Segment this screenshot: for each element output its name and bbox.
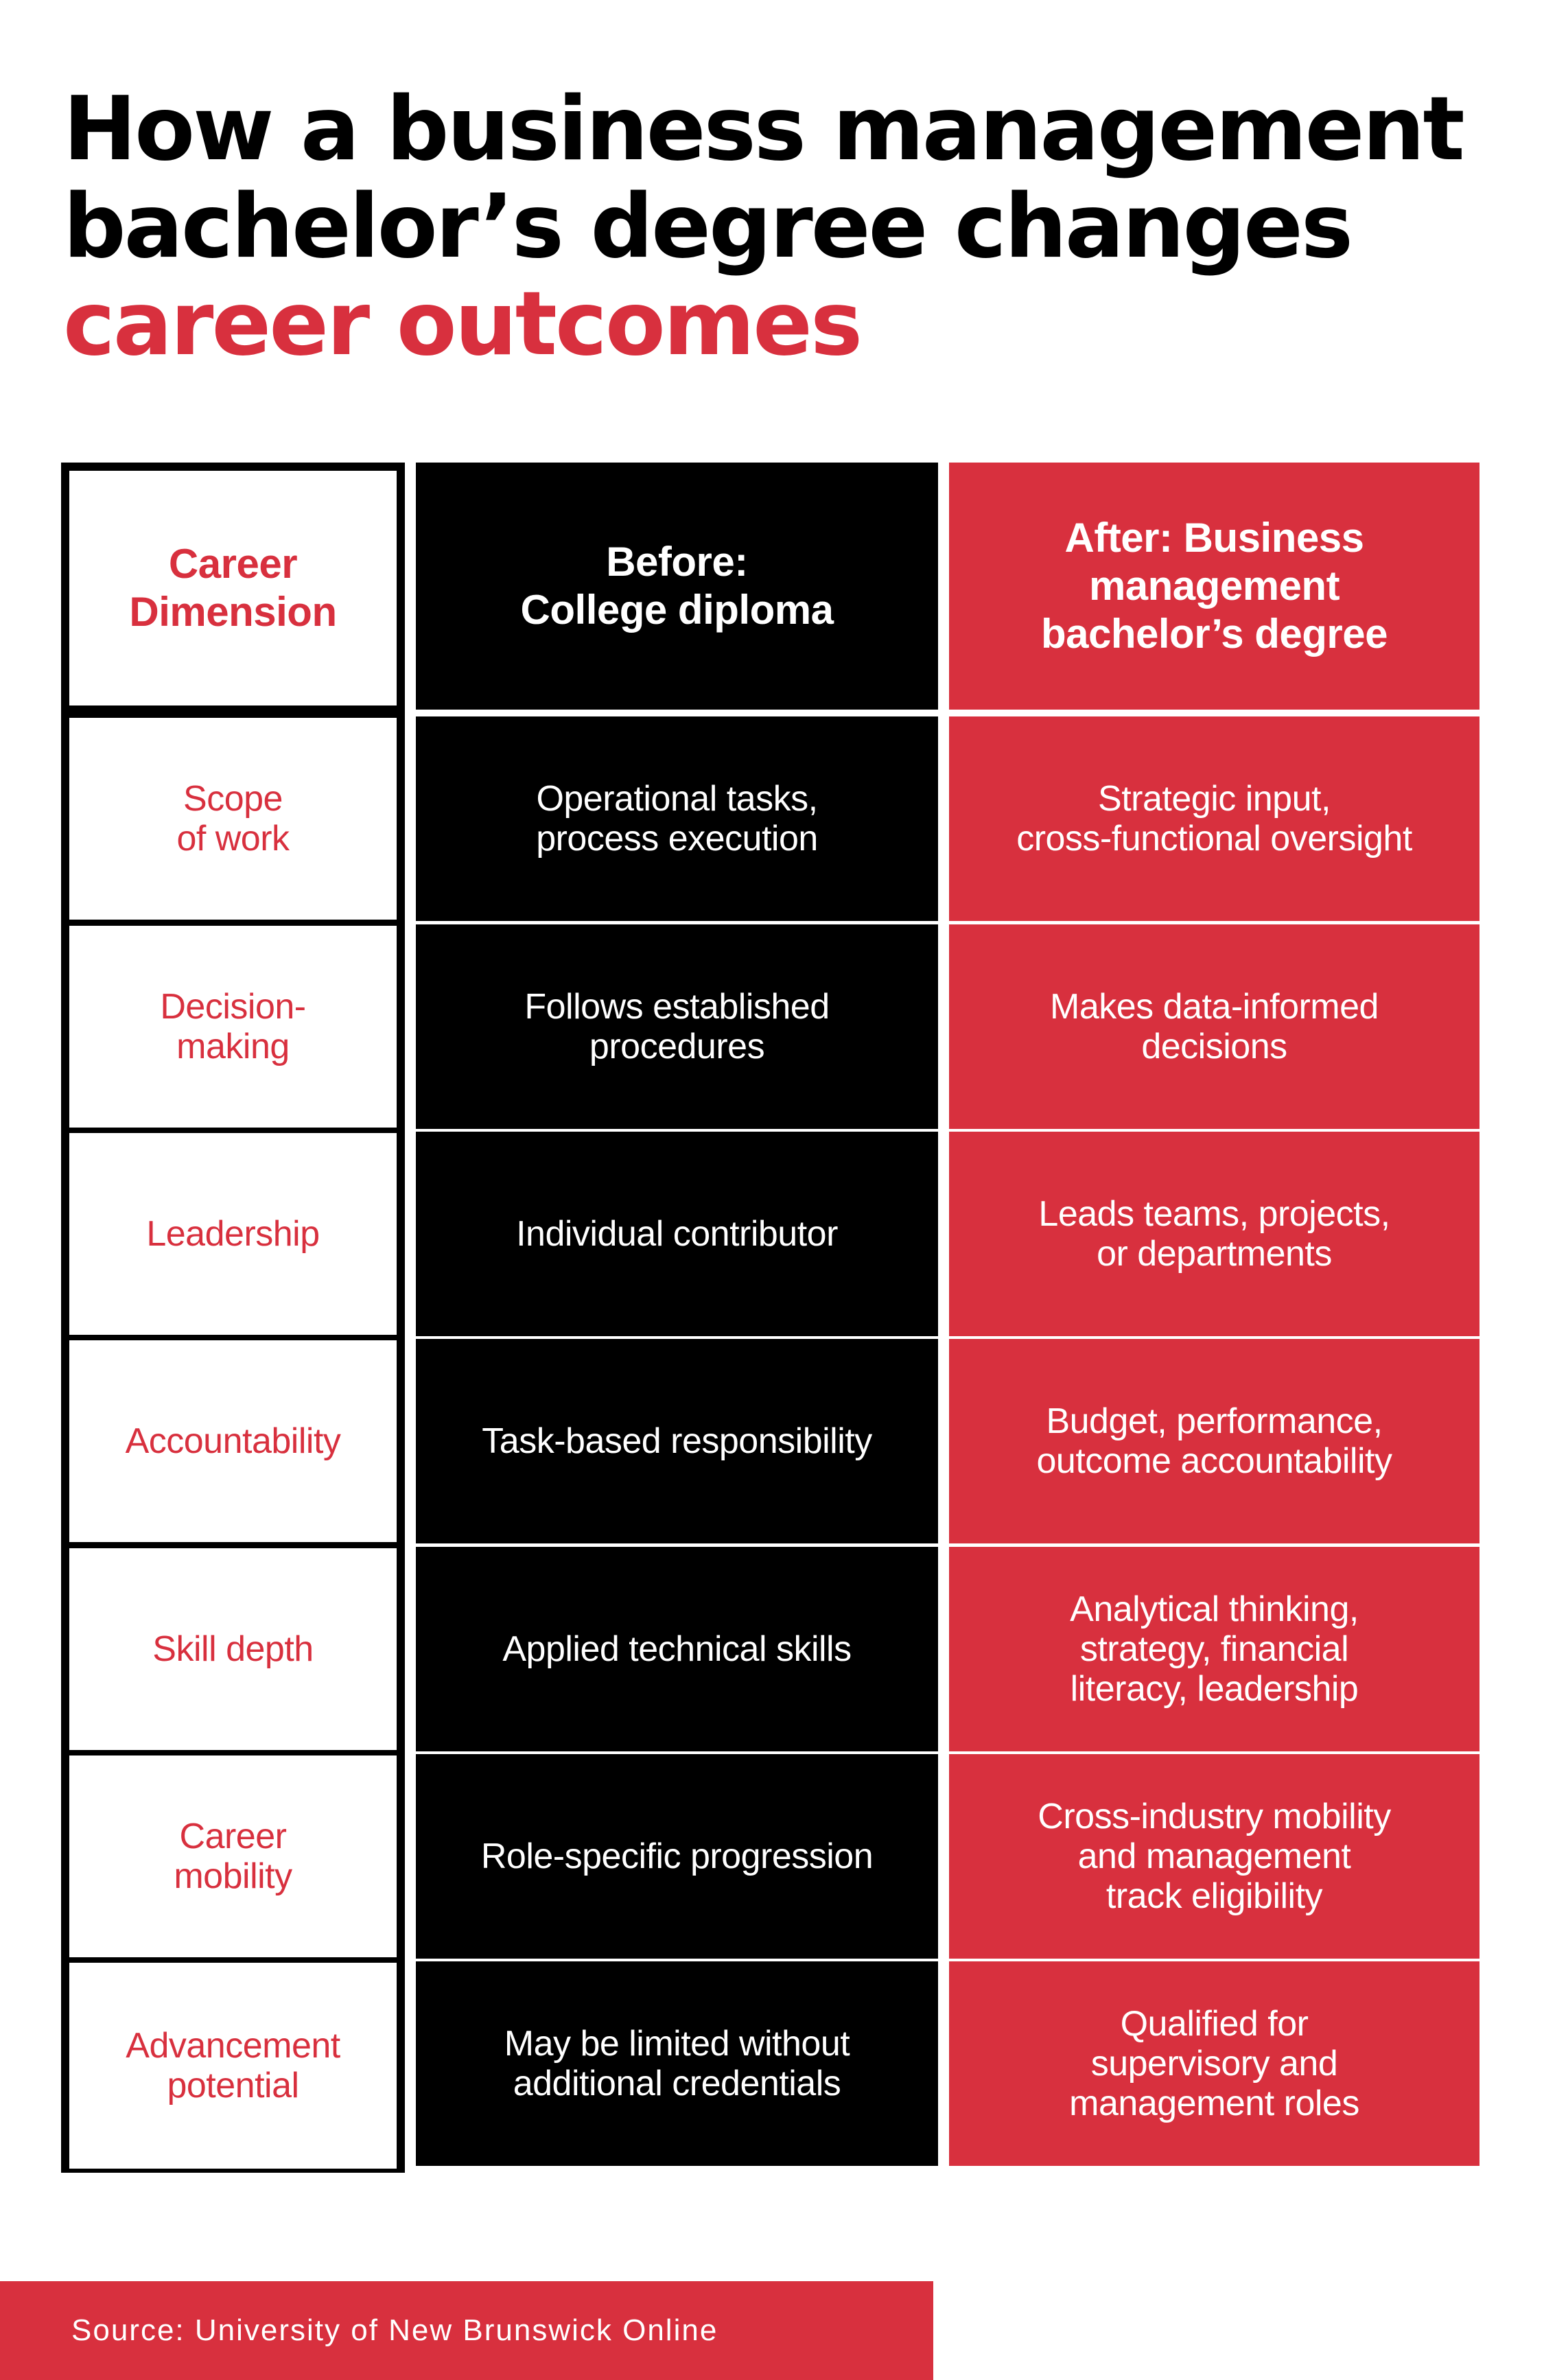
dimension-cell: Career mobility	[61, 1751, 405, 1961]
after-cell: Qualified for supervisory and management…	[949, 1961, 1479, 2166]
after-cell: Budget, performance, outcome accountabil…	[949, 1339, 1479, 1543]
table-row: Skill depth Applied technical skills Analy…	[61, 1544, 1479, 1754]
dimension-cell: Skill depth	[61, 1544, 405, 1754]
header-label: Before: College diploma	[520, 539, 834, 633]
table-header-row: Career Dimension Before: College diploma…	[61, 463, 1479, 714]
before-cell-text: Follows established procedures	[524, 987, 830, 1066]
header-label: Career Dimension	[129, 541, 337, 635]
before-cell: Role-specific progression	[416, 1754, 938, 1959]
after-cell-text: Analytical thinking, strategy, financial…	[1070, 1589, 1359, 1709]
after-cell-text: Cross-industry mobility and management t…	[1038, 1797, 1391, 1916]
after-cell: Strategic input, cross-functional oversi…	[949, 716, 1479, 921]
dimension-cell: Accountability	[61, 1336, 405, 1546]
page-title: How a business management bachelor’s deg…	[63, 81, 1504, 373]
dimension-cell-text: Career mobility	[174, 1817, 292, 1896]
table-row: Accountability Task-based responsibility B…	[61, 1336, 1479, 1546]
table-row: Scope of work Operational tasks, process …	[61, 714, 1479, 924]
dimension-cell-text: Leadership	[146, 1214, 320, 1254]
header-career-dimension: Career Dimension	[61, 463, 405, 714]
before-cell-text: Individual contributor	[516, 1214, 838, 1254]
after-cell-text: Leads teams, projects, or departments	[1038, 1194, 1390, 1274]
dimension-cell: Advancement potential	[61, 1959, 405, 2173]
after-cell-text: Makes data-informed decisions	[1050, 987, 1379, 1066]
title-line-1: How a business management	[63, 78, 1465, 180]
before-cell: May be limited without additional creden…	[416, 1961, 938, 2166]
after-cell-text: Budget, performance, outcome accountabil…	[1036, 1401, 1392, 1481]
before-cell: Applied technical skills	[416, 1547, 938, 1751]
header-label: After: Business management bachelor’s de…	[1040, 515, 1388, 657]
after-cell: Cross-industry mobility and management t…	[949, 1754, 1479, 1959]
dimension-cell-text: Advancement potential	[126, 2026, 340, 2105]
dimension-cell: Decision- making	[61, 922, 405, 1132]
table-row: Career mobility Role-specific progression…	[61, 1751, 1479, 1961]
before-cell: Operational tasks, process execution	[416, 716, 938, 921]
after-cell: Makes data-informed decisions	[949, 924, 1479, 1129]
before-cell: Follows established procedures	[416, 924, 938, 1129]
before-cell-text: Role-specific progression	[480, 1836, 874, 1876]
title-line-2: bachelor’s degree changes	[63, 176, 1353, 278]
after-cell-text: Strategic input, cross-functional oversi…	[1016, 779, 1412, 859]
header-after: After: Business management bachelor’s de…	[949, 463, 1479, 710]
before-cell-text: Task-based responsibility	[482, 1421, 872, 1461]
after-cell: Analytical thinking, strategy, financial…	[949, 1547, 1479, 1751]
title-line-3-accent: career outcomes	[63, 273, 863, 375]
before-cell-text: May be limited without additional creden…	[504, 2024, 850, 2103]
table-row: Decision- making Follows established proc…	[61, 922, 1479, 1132]
after-cell: Leads teams, projects, or departments	[949, 1132, 1479, 1336]
table-row: Leadership Individual contributor Leads te…	[61, 1129, 1479, 1339]
dimension-cell-text: Scope of work	[176, 779, 290, 859]
dimension-cell-text: Accountability	[125, 1421, 341, 1461]
dimension-cell-text: Decision- making	[160, 987, 306, 1066]
before-cell-text: Applied technical skills	[502, 1629, 852, 1669]
before-cell: Task-based responsibility	[416, 1339, 938, 1543]
source-text: Source: University of New Brunswick Onli…	[71, 2313, 718, 2347]
source-footer: Source: University of New Brunswick Onli…	[0, 2281, 933, 2380]
table-row: Advancement potential May be limited with…	[61, 1959, 1479, 2173]
after-cell-text: Qualified for supervisory and management…	[1069, 2004, 1359, 2123]
dimension-cell-text: Skill depth	[152, 1629, 314, 1669]
dimension-cell: Leadership	[61, 1129, 405, 1339]
before-cell-text: Operational tasks, process execution	[536, 779, 818, 859]
before-cell: Individual contributor	[416, 1132, 938, 1336]
header-before: Before: College diploma	[416, 463, 938, 710]
dimension-cell: Scope of work	[61, 714, 405, 924]
